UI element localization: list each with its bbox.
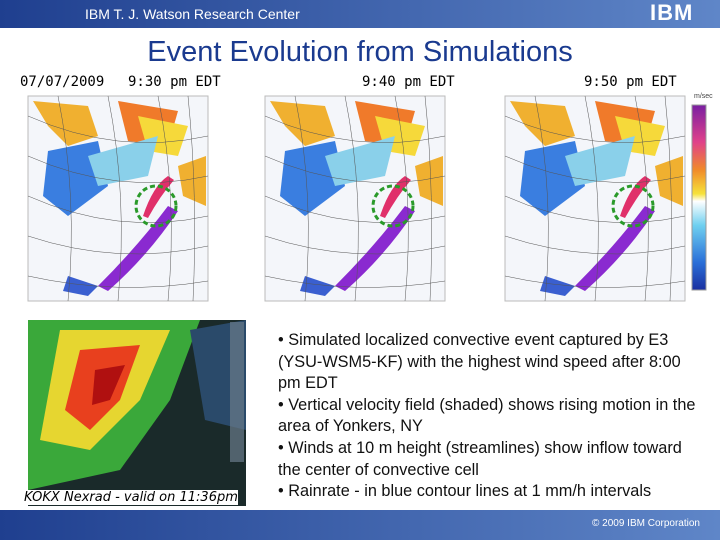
- colorbar: [691, 104, 707, 291]
- bullet-list: • Simulated localized convective event c…: [278, 330, 706, 503]
- map-controls: [230, 322, 244, 462]
- map-940: [263, 94, 447, 303]
- bullet: • Simulated localized convective event c…: [278, 331, 681, 393]
- ibm-logo: IBM: [650, 0, 694, 25]
- bullet: • Winds at 10 m height (streamlines) sho…: [278, 438, 682, 479]
- bullet: • Vertical velocity field (shaded) shows…: [278, 395, 696, 436]
- slide-title: Event Evolution from Simulations: [147, 36, 573, 68]
- header-org: IBM T. J. Watson Research Center: [85, 6, 300, 22]
- footer-text: © 2009 IBM Corporation: [592, 518, 700, 529]
- footer-band: [0, 510, 720, 540]
- map-950: [503, 94, 687, 303]
- map-930: [26, 94, 210, 303]
- radar-echo: [92, 365, 125, 405]
- header-band: [0, 0, 720, 28]
- panel-label: 9:50 pm EDT: [584, 74, 677, 90]
- colorbar-unit: m/sec: [694, 93, 713, 100]
- radar-caption: KOKX Nexrad - valid on 11:36pm: [24, 490, 238, 505]
- bullet: • Rainrate - in blue contour lines at 1 …: [278, 482, 652, 501]
- date: 07/07/2009: [20, 74, 105, 90]
- panel-label: 9:40 pm EDT: [362, 74, 455, 90]
- radar-image: [28, 320, 246, 506]
- panel-label: 9:30 pm EDT: [128, 74, 221, 90]
